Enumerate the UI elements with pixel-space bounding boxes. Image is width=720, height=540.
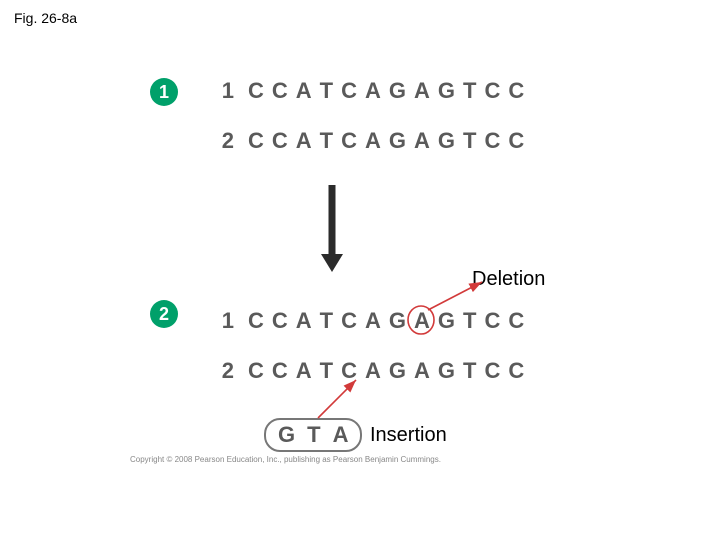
sequence-letter: A [296,128,312,154]
sequence-letter: G [438,128,455,154]
sequence-letter: A [414,78,430,104]
deletion-label: Deletion [472,268,545,291]
sequence-letter: A [365,308,381,334]
sequence-letter: T [307,422,320,448]
sequence-letter: C [485,128,501,154]
sequence-letter: A [296,358,312,384]
sequence-block2-line1: 1 CCATCAGAGTCC [218,308,524,334]
sequence-letter: G [438,358,455,384]
sequence-letter: T [463,358,476,384]
sequence-block1-line2: 2 CCATCAGAGTCC [218,128,524,154]
sequence-letters: CCATCAGAGTCC [248,128,524,154]
sequence-letter: C [508,78,524,104]
step-badge-1: 1 [150,78,178,106]
sequence-letter: C [248,78,264,104]
sequence-letter: T [463,128,476,154]
sequence-number: 1 [218,308,234,334]
sequence-letter: G [389,78,406,104]
sequence-letter: C [272,128,288,154]
sequence-letter: A [296,308,312,334]
sequence-letter: C [248,358,264,384]
sequence-letters: CCATCAGAGTCC [248,358,524,384]
sequence-letter: G [438,308,455,334]
sequence-block1-line1: 1 CCATCAGAGTCC [218,78,524,104]
down-arrow-icon [321,185,343,272]
sequence-letter: A [365,128,381,154]
sequence-letter: C [341,128,357,154]
sequence-letter: A [365,78,381,104]
figure-label: Fig. 26-8a [14,10,77,26]
sequence-number: 1 [218,78,234,104]
sequence-letter: A [333,422,349,448]
sequence-letter: G [438,78,455,104]
sequence-letter: T [320,78,333,104]
insertion-arrow-icon [318,380,356,418]
sequence-letter: G [389,128,406,154]
sequence-letter: G [389,358,406,384]
sequence-letters: CCATCAGAGTCC [248,78,524,104]
sequence-letter: T [320,358,333,384]
sequence-letter: C [508,308,524,334]
step-badge-2: 2 [150,300,178,328]
sequence-letter: T [320,128,333,154]
sequence-letter: A [414,128,430,154]
sequence-letter: C [272,308,288,334]
sequence-letter: G [278,422,295,448]
sequence-letter: T [463,308,476,334]
sequence-number: 2 [218,128,234,154]
sequence-letter: C [485,358,501,384]
insertion-label: Insertion [370,424,447,447]
sequence-letter: C [272,78,288,104]
sequence-block2-line2: 2 CCATCAGAGTCC [218,358,524,384]
sequence-letter: C [272,358,288,384]
insertion-box: GTA [264,418,362,452]
sequence-letter: C [508,128,524,154]
sequence-letter: C [248,308,264,334]
sequence-letter: G [389,308,406,334]
sequence-letter: A [365,358,381,384]
sequence-letter: C [485,308,501,334]
sequence-letter: C [341,308,357,334]
figure-stage: Fig. 26-8a 1 2 1 CCATCAGAGTCC 2 CCATCAGA… [0,0,720,540]
sequence-letters: CCATCAGAGTCC [248,308,524,334]
sequence-letter: C [485,78,501,104]
sequence-letter: T [320,308,333,334]
sequence-letter: C [341,358,357,384]
sequence-letter: T [463,78,476,104]
copyright-text: Copyright © 2008 Pearson Education, Inc.… [130,455,441,464]
sequence-letter: A [296,78,312,104]
sequence-letter: C [341,78,357,104]
sequence-letter: A [414,358,430,384]
sequence-number: 2 [218,358,234,384]
sequence-letter: C [508,358,524,384]
sequence-letter: A [414,308,430,334]
sequence-letter: C [248,128,264,154]
